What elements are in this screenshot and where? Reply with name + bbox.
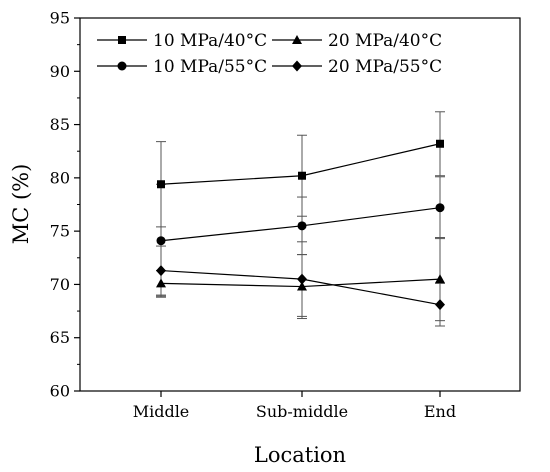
data-point bbox=[297, 273, 307, 285]
error-bars bbox=[156, 111, 445, 327]
legend-marker bbox=[292, 60, 302, 72]
y-tick-label: 75 bbox=[50, 222, 70, 241]
y-tick-label: 60 bbox=[50, 382, 70, 401]
legend-label: 20 MPa/55°C bbox=[328, 57, 442, 77]
data-point bbox=[157, 180, 165, 189]
data-point bbox=[436, 139, 444, 148]
y-tick-label: 80 bbox=[50, 168, 70, 187]
data-point bbox=[435, 274, 445, 284]
series-markers bbox=[156, 139, 445, 311]
x-tick-label: Sub-middle bbox=[256, 402, 348, 421]
y-tick-label: 95 bbox=[50, 9, 70, 28]
y-tick-label: 65 bbox=[50, 328, 70, 347]
x-tick-label: End bbox=[424, 402, 456, 421]
x-axis: Middle Sub-middle End bbox=[133, 391, 456, 421]
y-tick-label: 90 bbox=[50, 62, 70, 81]
x-axis-label: Location bbox=[254, 443, 346, 467]
data-point bbox=[156, 236, 166, 246]
legend-marker bbox=[117, 61, 127, 71]
legend-marker bbox=[292, 35, 302, 44]
y-tick-label: 70 bbox=[50, 275, 70, 294]
legend-label: 20 MPa/40°C bbox=[328, 31, 442, 51]
legend-label: 10 MPa/55°C bbox=[153, 57, 267, 77]
data-point bbox=[297, 221, 307, 231]
y-axis: 60 65 70 75 80 85 90 95 bbox=[50, 9, 80, 401]
x-tick-label: Middle bbox=[133, 402, 190, 421]
data-point bbox=[435, 299, 445, 311]
y-axis-label: MC (%) bbox=[9, 164, 33, 245]
legend-marker bbox=[118, 36, 126, 44]
legend: 10 MPa/40°C 20 MPa/40°C 10 MPa/55°C 20 MPa/… bbox=[97, 31, 442, 77]
data-point bbox=[435, 203, 445, 213]
data-point bbox=[156, 265, 166, 277]
data-point bbox=[156, 278, 166, 288]
legend-label: 10 MPa/40°C bbox=[153, 31, 267, 51]
plot-frame bbox=[79, 17, 521, 392]
data-point bbox=[298, 171, 306, 180]
y-tick-label: 85 bbox=[50, 115, 70, 134]
data-point bbox=[297, 281, 307, 291]
